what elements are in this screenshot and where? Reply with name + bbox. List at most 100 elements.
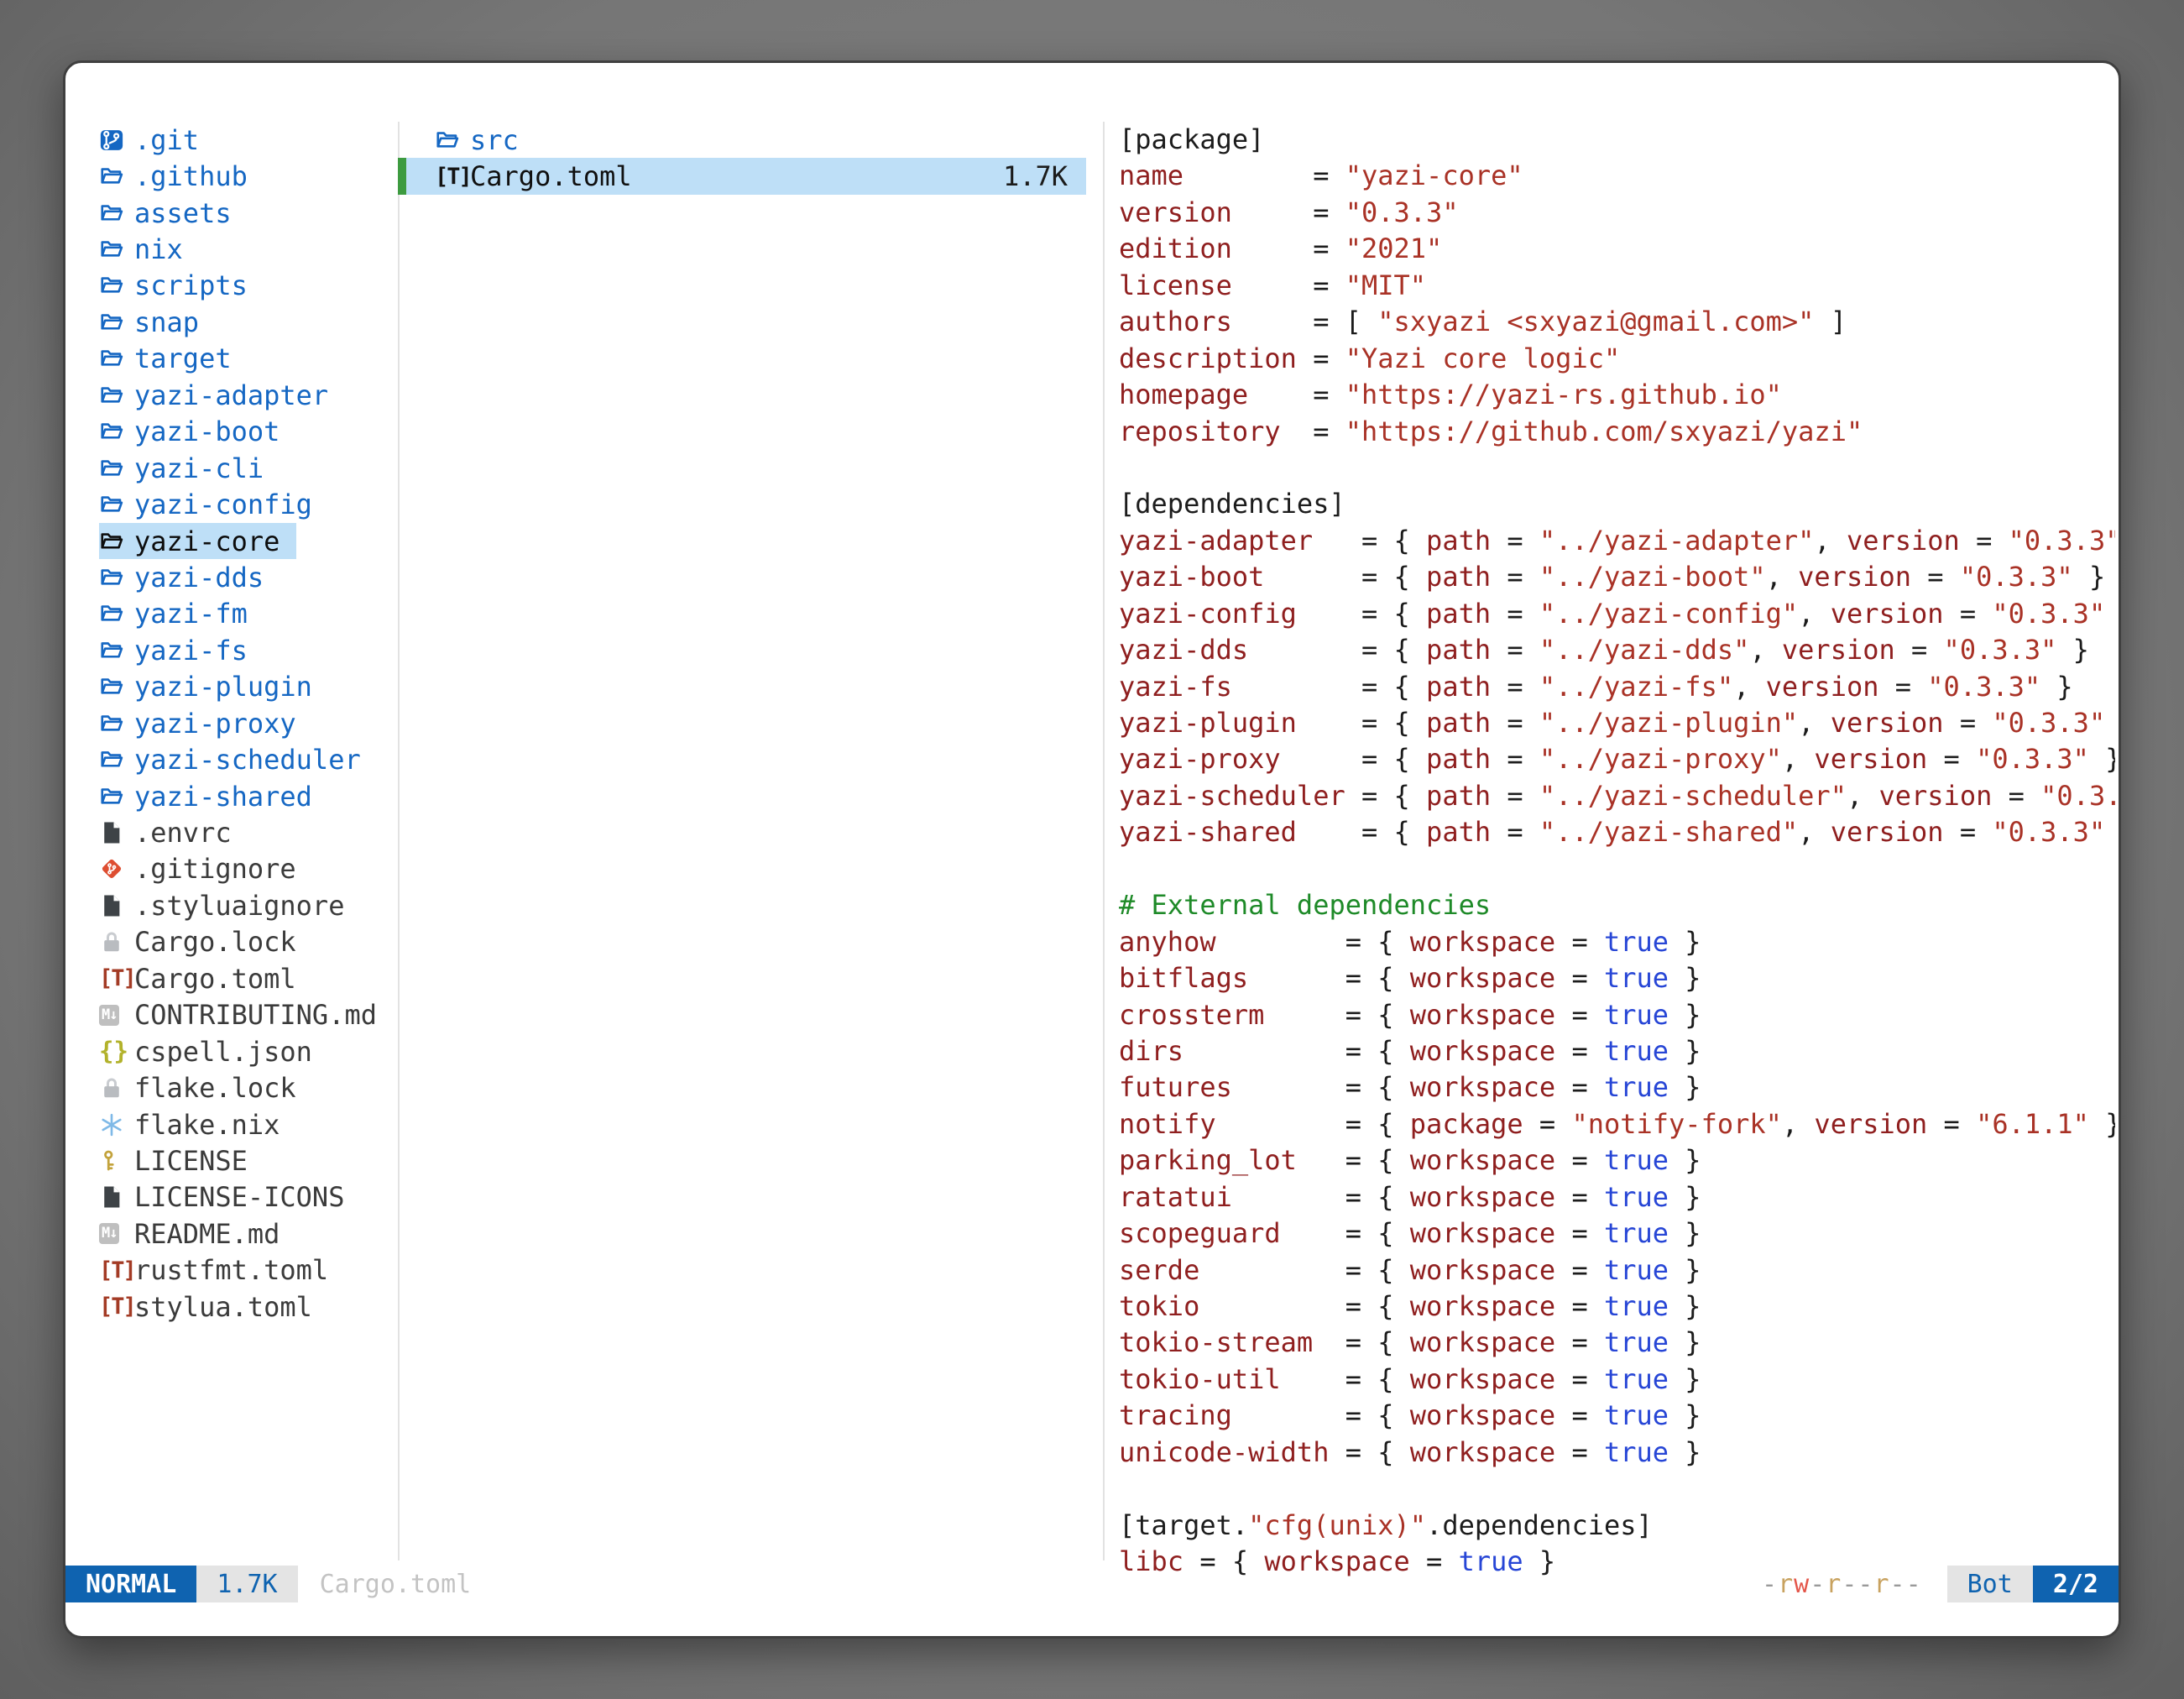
folder-icon (99, 708, 134, 739)
sidebar-item-readme-md[interactable]: M↓ README.md (99, 1215, 296, 1252)
code-line: yazi-boot = { path = "../yazi-boot", ver… (1119, 561, 2106, 593)
file-name: flake.lock (134, 1072, 296, 1105)
sidebar-item-contributing-md[interactable]: M↓ CONTRIBUTING.md (99, 997, 394, 1033)
sidebar-item-yazi-fm[interactable]: yazi-fm (99, 596, 264, 632)
json-icon: {} (99, 1037, 128, 1066)
code-line: license = "MIT" (1119, 269, 1427, 301)
folder-icon (99, 234, 134, 264)
code-line: yazi-fs = { path = "../yazi-fs", version… (1119, 670, 2073, 703)
file-name: scripts (134, 269, 248, 302)
sidebar-item-flake-nix[interactable]: flake.nix (99, 1106, 296, 1142)
mode-indicator: NORMAL (65, 1566, 197, 1602)
sidebar-item-yazi-plugin[interactable]: yazi-plugin (99, 669, 329, 705)
code-line (1119, 851, 2115, 887)
code-line: yazi-adapter = { path = "../yazi-adapter… (1119, 524, 2115, 557)
sidebar-item-stylua-toml[interactable]: [T] stylua.toml (99, 1289, 329, 1325)
toml-icon: [T] (99, 1257, 137, 1283)
sidebar-item-yazi-boot[interactable]: yazi-boot (99, 414, 296, 450)
code-line: anyhow = { workspace = true } (1119, 925, 1701, 958)
file-name: LICENSE-ICONS (134, 1181, 345, 1214)
sidebar-item-yazi-adapter[interactable]: yazi-adapter (99, 377, 345, 413)
toml-icon: [T] (99, 965, 137, 992)
file-item-src[interactable]: src (398, 122, 1086, 158)
sidebar-item-yazi-fs[interactable]: yazi-fs (99, 632, 264, 668)
file-name: flake.nix (134, 1108, 280, 1141)
current-directory-pane[interactable]: src [T] Cargo.toml 1.7K (398, 122, 1086, 195)
folder-icon (99, 380, 134, 410)
sidebar-item-git[interactable]: .git (99, 122, 216, 158)
sidebar-item-yazi-dds[interactable]: yazi-dds (99, 559, 280, 595)
code-line: tracing = { workspace = true } (1119, 1399, 1701, 1432)
file-preview-pane[interactable]: [package] name = "yazi-core" version = "0.… (1119, 122, 2115, 1586)
code-line: parking_lot = { workspace = true } (1119, 1144, 1701, 1177)
code-line: yazi-shared = { path = "../yazi-shared",… (1119, 816, 2106, 849)
code-line: yazi-scheduler = { path = "../yazi-sched… (1119, 779, 2115, 812)
folder-icon (99, 782, 134, 812)
file-name: .git (134, 123, 200, 156)
sidebar-item-license-icons[interactable]: LICENSE-ICONS (99, 1179, 361, 1215)
sidebar-item-rustfmt-toml[interactable]: [T] rustfmt.toml (99, 1252, 345, 1289)
code-line: ratatui = { workspace = true } (1119, 1180, 1701, 1213)
sidebar-item-yazi-cli[interactable]: yazi-cli (99, 450, 280, 486)
sidebar-item-nix[interactable]: nix (99, 231, 200, 267)
sidebar-item-yazi-config[interactable]: yazi-config (99, 486, 329, 522)
code-line: notify = { package = "notify-fork", vers… (1119, 1107, 2115, 1140)
file-name: yazi-config (134, 489, 312, 521)
code-line: repository = "https://github.com/sxyazi/… (1119, 415, 1863, 447)
sidebar-item-flake-lock[interactable]: flake.lock (99, 1069, 313, 1106)
folder-icon (99, 635, 134, 666)
file-name: yazi-cli (134, 452, 264, 484)
file-name: assets (134, 196, 232, 229)
folder-icon (99, 343, 134, 374)
sidebar-item-cargo-toml[interactable]: [T] Cargo.toml (99, 960, 313, 996)
code-line: tokio-util = { workspace = true } (1119, 1362, 1701, 1395)
file-name: CONTRIBUTING.md (134, 999, 377, 1032)
sidebar-item-cargo-lock[interactable]: Cargo.lock (99, 924, 313, 960)
code-line: scopeguard = { workspace = true } (1119, 1217, 1701, 1250)
file-name: yazi-core (134, 525, 280, 557)
sidebar-item-cspell-json[interactable]: {} cspell.json (99, 1033, 329, 1069)
pane-separator (1103, 122, 1105, 1560)
file-name: LICENSE (134, 1144, 248, 1177)
folder-icon (99, 198, 134, 228)
file-icon (99, 818, 134, 848)
sidebar-item-snap[interactable]: snap (99, 304, 216, 340)
sidebar-item-scripts[interactable]: scripts (99, 268, 264, 304)
sidebar-item-yazi-proxy[interactable]: yazi-proxy (99, 705, 313, 741)
lock-icon (99, 927, 134, 957)
code-line: authors = [ "sxyazi <sxyazi@gmail.com>" … (1119, 306, 1847, 338)
file-item-cargo-toml[interactable]: [T] Cargo.toml 1.7K (398, 158, 1086, 195)
sidebar-item-styluaignore[interactable]: .styluaignore (99, 887, 361, 923)
sidebar-item-gitignore[interactable]: .gitignore (99, 851, 313, 887)
sidebar-item-assets[interactable]: assets (99, 195, 248, 231)
code-line: [dependencies] (1119, 488, 1345, 520)
sidebar-item-license[interactable]: LICENSE (99, 1142, 264, 1179)
sidebar-item-yazi-scheduler[interactable]: yazi-scheduler (99, 741, 378, 777)
sidebar-item-envrc[interactable]: .envrc (99, 814, 248, 850)
status-filename: Cargo.toml (319, 1569, 472, 1599)
code-line: homepage = "https://yazi-rs.github.io" (1119, 379, 1782, 411)
yazi-file-manager-window: .git .github assets nix scripts snap target yaz… (63, 60, 2121, 1639)
code-line: version = "0.3.3" (1119, 196, 1459, 228)
parent-directory-pane[interactable]: .git .github assets nix scripts snap target yaz… (99, 122, 396, 1325)
file-name: yazi-fs (134, 634, 248, 667)
code-line (1119, 1471, 2115, 1507)
file-name: yazi-plugin (134, 671, 312, 703)
folder-icon (99, 489, 134, 520)
sidebar-item-yazi-shared[interactable]: yazi-shared (99, 778, 329, 814)
sidebar-item-target[interactable]: target (99, 341, 248, 377)
code-line: bitflags = { workspace = true } (1119, 962, 1701, 995)
folder-icon (99, 562, 134, 593)
file-name: yazi-fm (134, 598, 248, 630)
file-name: yazi-scheduler (134, 744, 361, 776)
lock-icon (99, 1073, 134, 1103)
code-line: yazi-plugin = { path = "../yazi-plugin",… (1119, 707, 2106, 739)
scroll-position-badge: Bot (1946, 1566, 2033, 1602)
folder-icon (99, 453, 134, 484)
sidebar-item-github[interactable]: .github (99, 158, 264, 194)
folder-icon (99, 270, 134, 301)
file-name: target (134, 342, 232, 375)
sidebar-item-yazi-core[interactable]: yazi-core (99, 522, 297, 560)
file-name: .github (134, 160, 248, 193)
nix-icon (99, 1110, 134, 1140)
